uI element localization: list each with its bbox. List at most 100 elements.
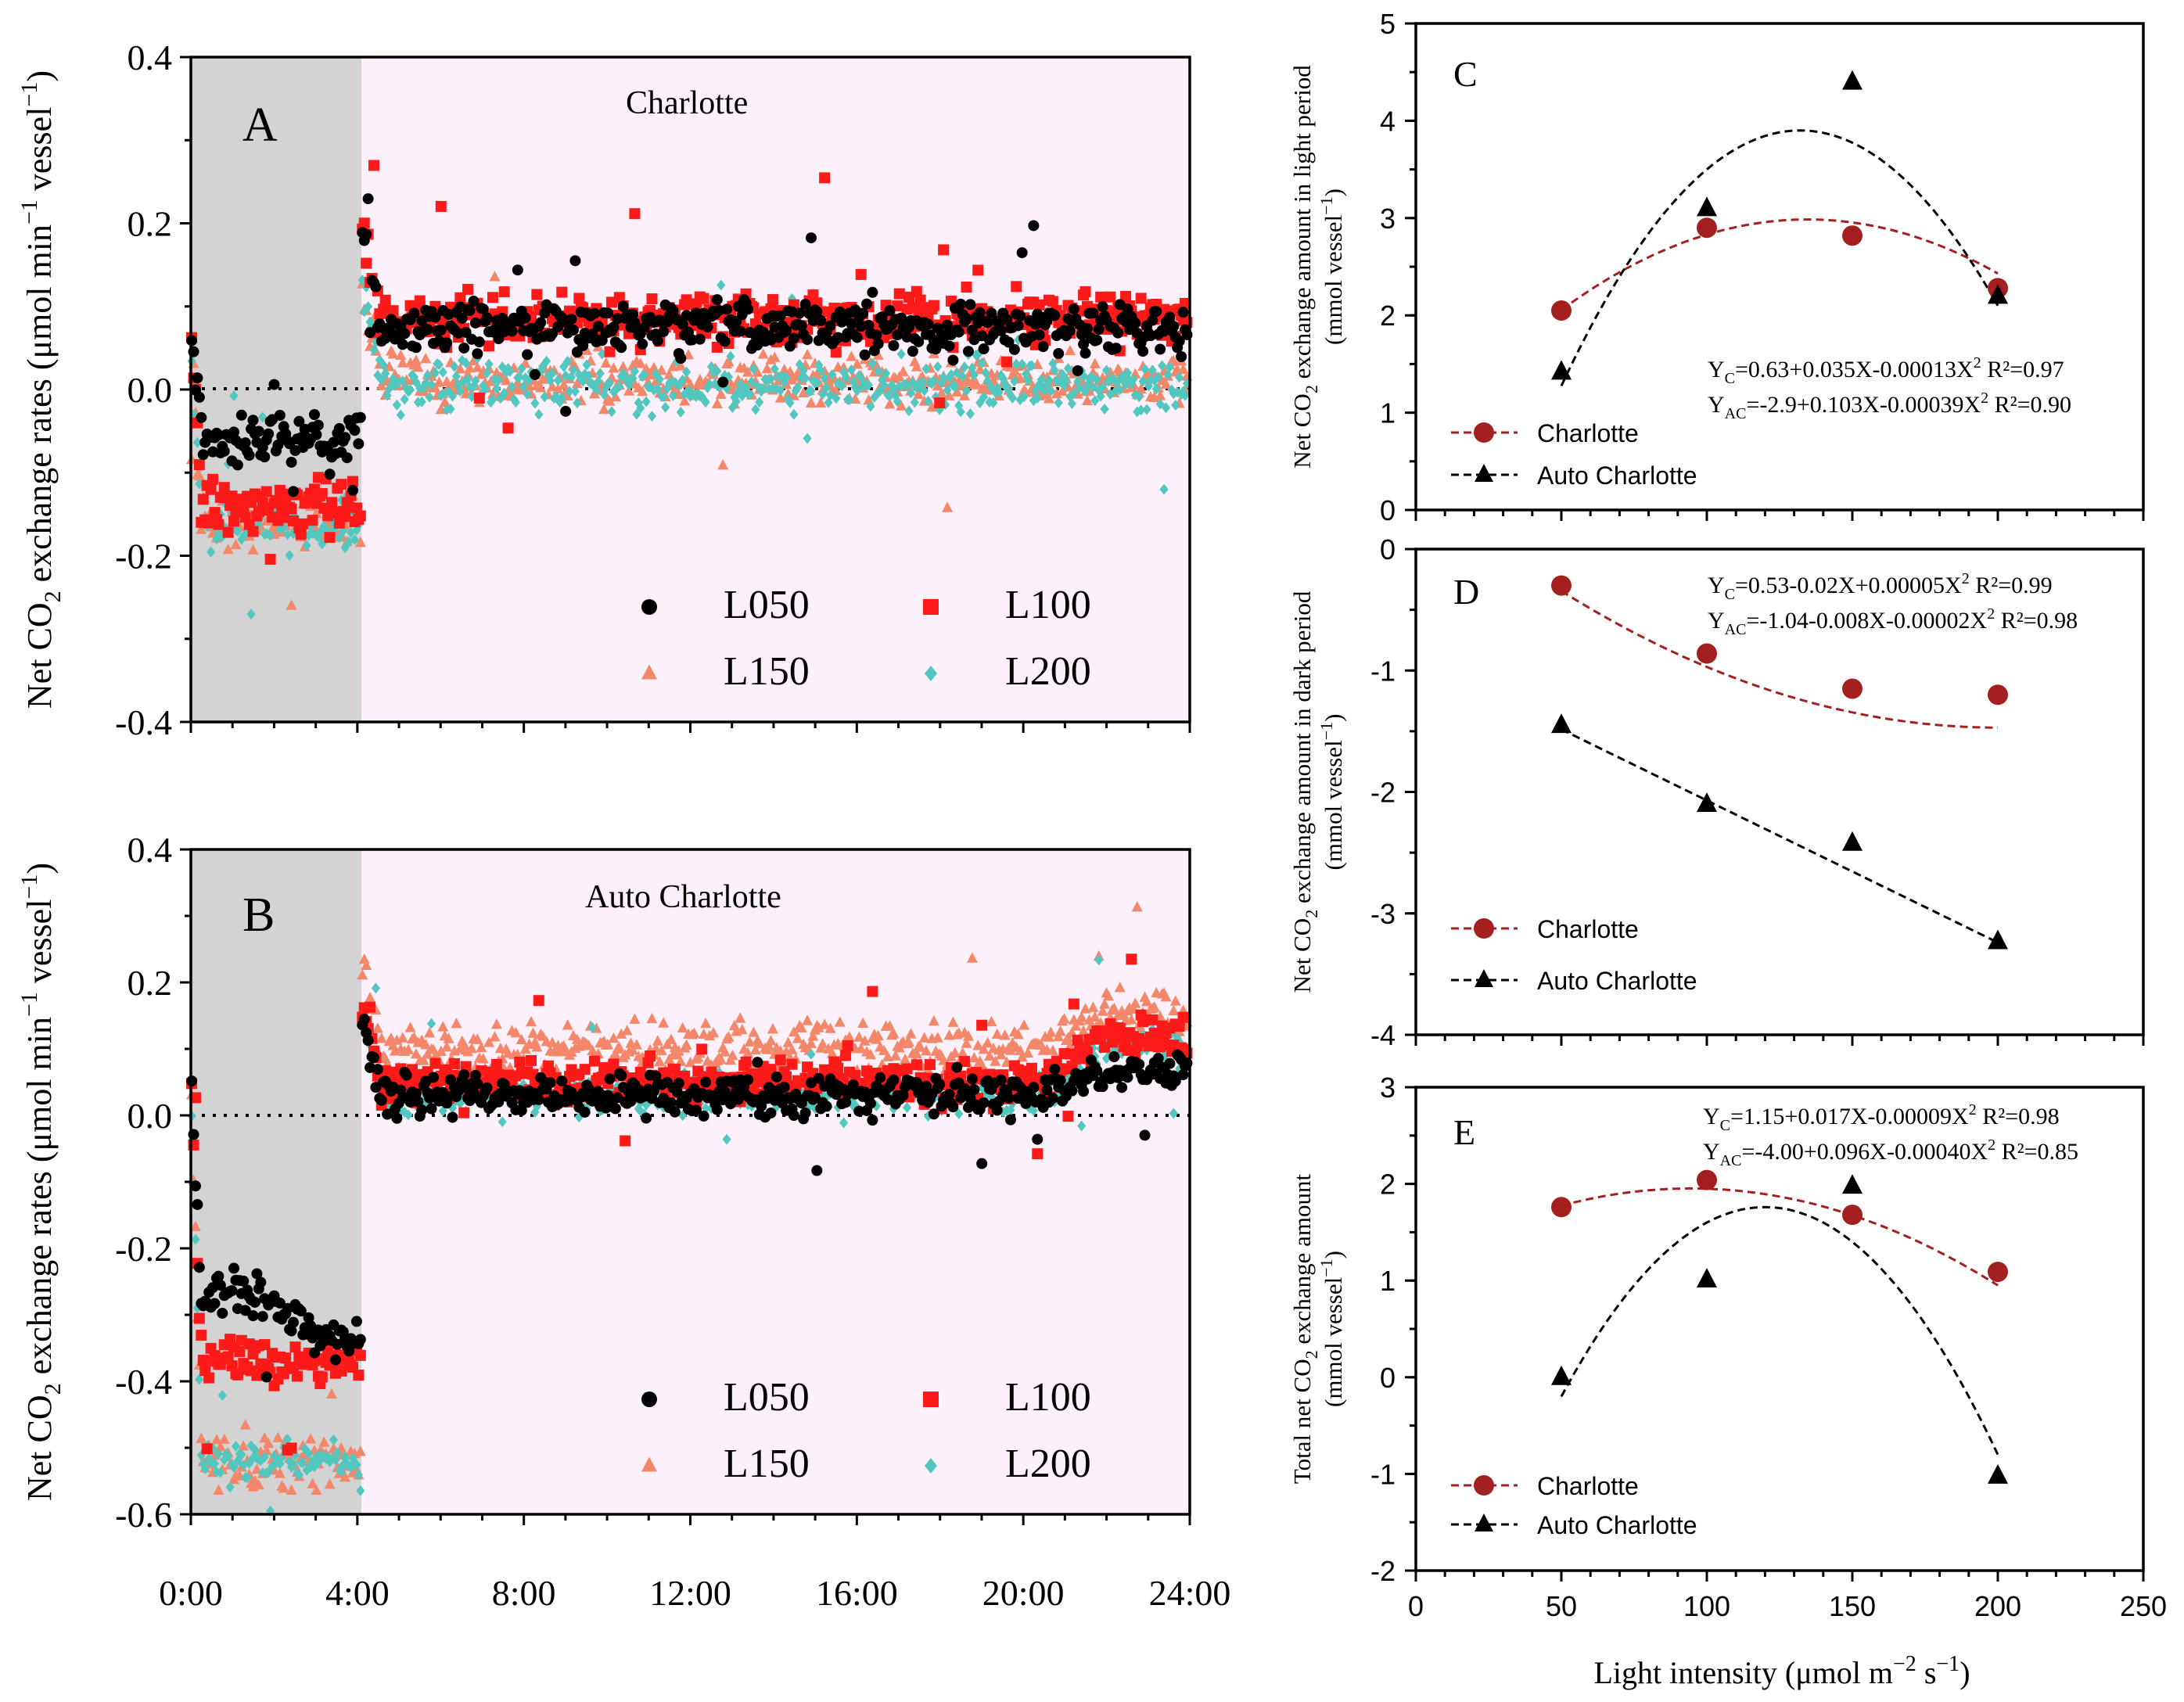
a-point-l200 xyxy=(1137,404,1146,416)
a-point-l050 xyxy=(907,346,918,357)
a-point-l150 xyxy=(959,390,971,400)
a-point-l150 xyxy=(193,469,205,481)
equation-sub: AC xyxy=(1725,405,1747,422)
b-point-l050 xyxy=(1108,1051,1120,1063)
a-point-l150 xyxy=(468,354,480,366)
equation-body: =-1.04-0.008X-0.00002X xyxy=(1746,608,1987,634)
a-point-l100 xyxy=(387,305,399,317)
b-point-l150 xyxy=(859,1035,871,1046)
b-point-l050 xyxy=(1054,1075,1066,1086)
b-point-l150 xyxy=(1087,1001,1099,1012)
a-point-l050 xyxy=(719,336,731,347)
b-point-l200 xyxy=(275,1458,285,1470)
b-point-l050 xyxy=(756,1101,767,1112)
a-point-l200 xyxy=(275,523,285,535)
b-point-l200 xyxy=(225,1481,235,1493)
legend-marker-charlotte xyxy=(1474,918,1494,939)
b-point-l200 xyxy=(210,1457,220,1469)
a-point-l200 xyxy=(668,390,678,402)
fit-line-charlotte xyxy=(1561,1187,1999,1287)
ylabel-suffix: exchange amount xyxy=(1288,1174,1316,1351)
xlabel-part2: s xyxy=(1916,1655,1937,1690)
a-point-l150 xyxy=(742,366,754,377)
a-point-l150 xyxy=(1155,390,1166,400)
b-point-l150 xyxy=(1148,1001,1160,1012)
a-point-l200 xyxy=(943,384,952,396)
a-point-l050 xyxy=(349,425,361,436)
b-point-l100 xyxy=(781,1071,792,1083)
a-point-l050 xyxy=(577,339,589,351)
a-point-l050 xyxy=(1016,247,1028,259)
b-point-l200 xyxy=(302,1464,311,1476)
b-point-l050 xyxy=(1003,1092,1015,1104)
b-point-l200 xyxy=(200,1463,210,1475)
y-tick-label: 4 xyxy=(1380,105,1396,137)
a-point-l100 xyxy=(855,268,867,280)
b-point-l100 xyxy=(620,1135,631,1147)
a-point-l150 xyxy=(383,361,395,372)
a-point-l200 xyxy=(1094,384,1104,396)
a-point-l150 xyxy=(757,348,769,359)
a-point-l200 xyxy=(580,368,590,380)
b-point-l050 xyxy=(813,1072,824,1084)
a-point-l200 xyxy=(521,372,530,384)
a-point-l200 xyxy=(867,357,878,369)
a-point-l200 xyxy=(977,357,986,369)
b-point-l150 xyxy=(372,1022,383,1033)
a-point-l200 xyxy=(1065,391,1075,403)
b-point-l150 xyxy=(1108,1002,1120,1014)
y-tick-label: 3 xyxy=(1380,203,1396,235)
a-point-l150 xyxy=(462,368,474,379)
b-point-l150 xyxy=(744,1036,756,1047)
b-point-l050 xyxy=(556,1075,568,1087)
a-point-l200 xyxy=(530,397,540,409)
a-point-l150 xyxy=(830,384,842,395)
b-point-l150 xyxy=(1053,1030,1065,1042)
b-point-l150 xyxy=(1114,982,1126,993)
b-point-l150 xyxy=(189,1220,201,1231)
a-point-l200 xyxy=(569,364,578,376)
b-point-l100 xyxy=(234,1346,246,1358)
point-charlotte xyxy=(1551,1197,1572,1218)
equation-lhs: Y xyxy=(1703,1104,1720,1129)
a-point-l200 xyxy=(891,390,900,401)
a-point-l150 xyxy=(815,397,827,408)
b-point-l150 xyxy=(943,1029,955,1040)
a-point-l200 xyxy=(747,375,756,387)
a-point-l150 xyxy=(679,395,691,406)
a-point-l200 xyxy=(710,378,720,390)
b-point-l150 xyxy=(656,1044,667,1056)
b-point-l100 xyxy=(634,1066,646,1078)
b-point-l150 xyxy=(889,1050,901,1061)
a-point-l050 xyxy=(857,307,869,319)
equation-r2: R²=0.98 xyxy=(1995,608,2078,634)
a-point-l050 xyxy=(851,332,863,343)
panel-d-ylabel: Net CO2 exchange amount in dark period xyxy=(1288,591,1321,993)
a-point-l200 xyxy=(812,376,821,388)
panel-b-ylabel: Net CO2 exchange rates (μmol min−1 vesse… xyxy=(16,863,66,1501)
equation-body: =0.63+0.035X-0.00013X xyxy=(1735,357,1974,382)
a-point-l200 xyxy=(442,404,451,415)
a-point-l050 xyxy=(535,317,547,329)
a-point-l200 xyxy=(678,374,688,386)
a-point-l050 xyxy=(1015,310,1026,321)
a-point-l050 xyxy=(922,318,934,330)
b-point-l050 xyxy=(251,1268,263,1280)
a-point-l050 xyxy=(832,332,844,343)
b-point-l100 xyxy=(740,1056,752,1068)
a-point-l100 xyxy=(498,286,510,298)
b-point-l050 xyxy=(796,1097,807,1109)
y-tick-label: -3 xyxy=(1370,898,1396,930)
a-point-l200 xyxy=(225,505,235,517)
a-point-l100 xyxy=(928,300,939,311)
ylabel-unit-sup: −1 xyxy=(1317,196,1336,214)
a-point-l100 xyxy=(531,289,543,300)
b-point-l050 xyxy=(978,1097,990,1108)
b-point-l150 xyxy=(515,1033,527,1045)
equation-body: =1.15+0.017X-0.00009X xyxy=(1730,1104,1969,1129)
a-point-l050 xyxy=(964,299,976,311)
b-point-l200 xyxy=(348,1452,357,1464)
a-point-l100 xyxy=(487,292,498,303)
b-point-l150 xyxy=(1076,1011,1087,1022)
y-tick-label: 0.4 xyxy=(128,830,173,870)
